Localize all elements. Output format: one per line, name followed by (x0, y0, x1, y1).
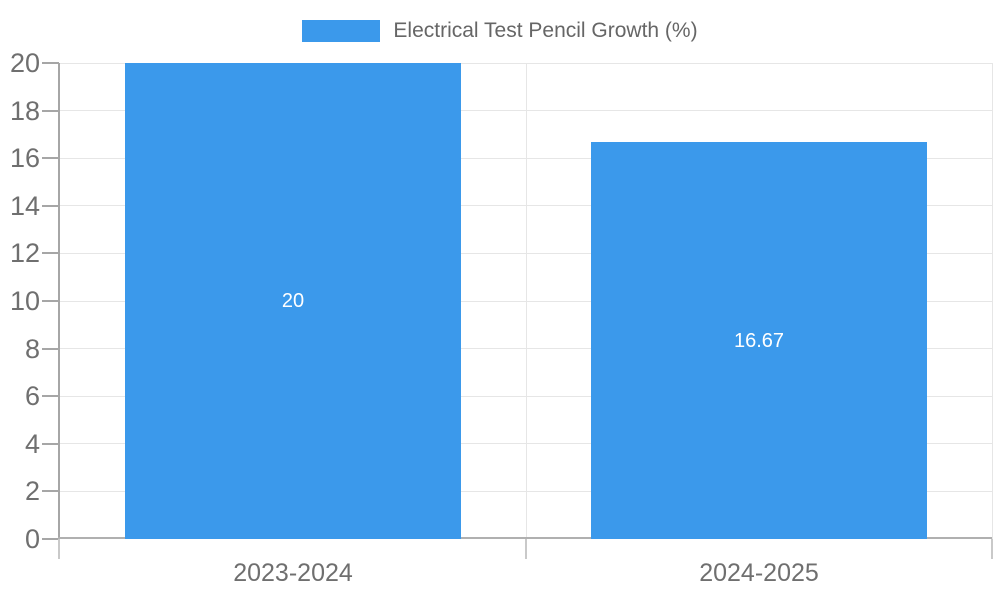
y-axis-line (58, 63, 60, 539)
bar-value-label: 16.67 (733, 329, 785, 352)
category-boundary-gridline (991, 63, 993, 539)
y-tick-label: 4 (24, 428, 40, 459)
x-tick (58, 539, 60, 559)
bar-2024-2025[interactable] (591, 142, 927, 539)
bar-value-label: 20 (281, 290, 305, 312)
y-tick (42, 252, 59, 255)
y-tick-label: 12 (9, 238, 40, 269)
y-tick-label: 14 (9, 190, 40, 221)
x-tick-label: 2023-2024 (233, 559, 353, 587)
y-tick (42, 204, 59, 207)
y-tick (42, 109, 59, 112)
x-tick (525, 539, 527, 559)
legend-label: Electrical Test Pencil Growth (%) (393, 19, 698, 42)
y-tick (42, 62, 59, 64)
legend-swatch-icon (302, 20, 381, 42)
y-tick (42, 347, 59, 350)
category-boundary-gridline (525, 63, 527, 539)
x-axis-line (58, 537, 992, 539)
y-tick-label: 20 (9, 48, 40, 78)
bar-2023-2024[interactable] (125, 63, 461, 539)
y-tick-label: 2 (24, 476, 40, 507)
legend[interactable]: Electrical Test Pencil Growth (%) (0, 18, 1000, 44)
x-tick-label: 2024-2025 (699, 559, 819, 587)
y-tick (42, 442, 59, 445)
y-tick-label: 10 (9, 286, 40, 316)
y-tick-label: 0 (24, 524, 40, 554)
y-tick (42, 538, 59, 540)
y-tick-label: 16 (9, 143, 40, 174)
y-tick-label: 18 (9, 95, 40, 126)
x-tick (991, 539, 993, 559)
y-tick (42, 157, 59, 160)
y-tick (42, 395, 59, 398)
y-tick (42, 490, 59, 493)
y-tick-label: 6 (24, 381, 40, 412)
y-tick (42, 300, 59, 302)
y-tick-label: 8 (24, 333, 40, 364)
